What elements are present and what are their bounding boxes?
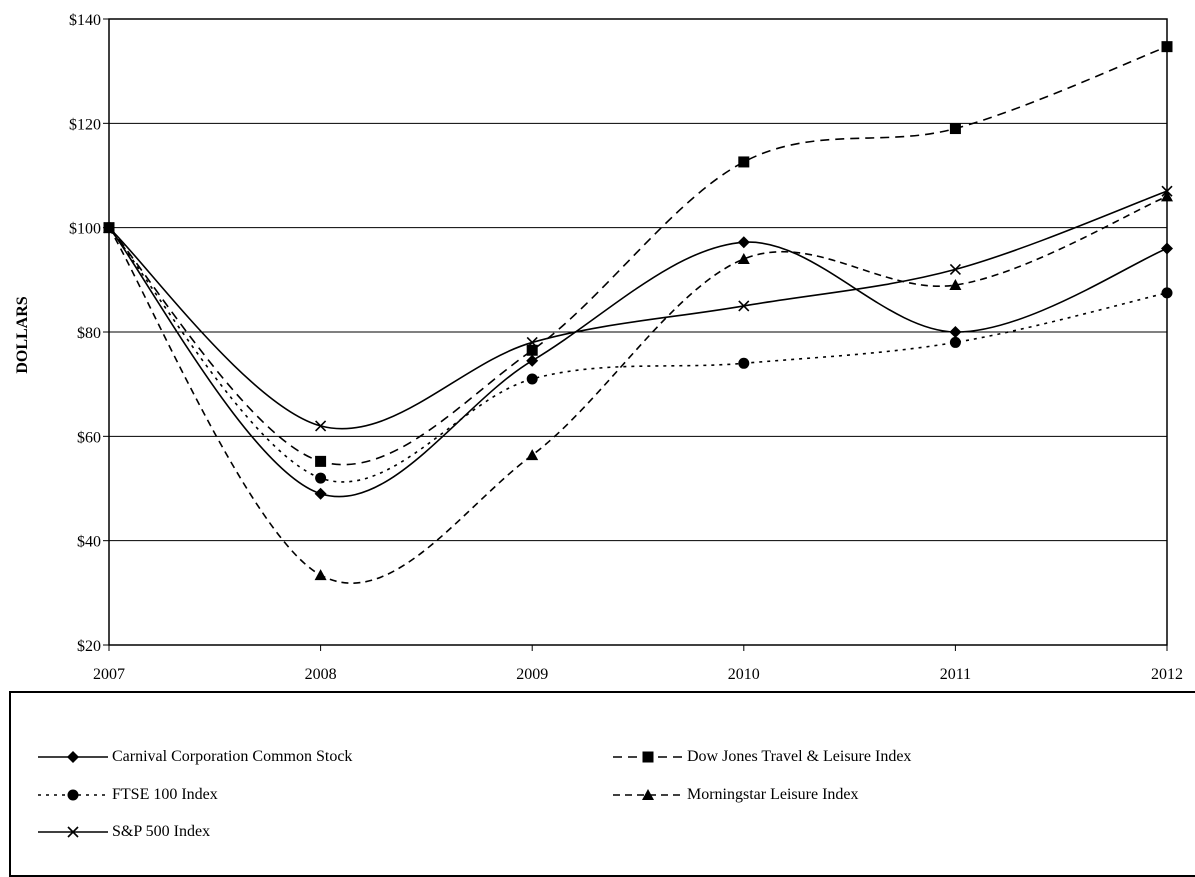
data-point-triangle [314,569,327,581]
legend-marker-triangle [642,789,654,800]
y-tick-labels: $20 $40 $60 $80 $100 $120 $140 [69,12,101,655]
legend-marker-square [642,751,654,763]
data-point-x [315,420,327,432]
legend-label: Carnival Corporation Common Stock [112,748,353,765]
y-tick-label: $20 [77,638,101,655]
data-point-x [949,263,961,275]
legend-swatch [613,789,683,800]
series-triangle [103,190,1173,584]
data-point-diamond [526,354,539,367]
legend-item: FTSE 100 Index [38,783,218,807]
legend-swatch [613,751,683,763]
legend-label: S&P 500 Index [112,823,211,840]
data-point-x [1161,185,1173,197]
legend-marker-diamond [67,751,79,763]
y-axis-label: DOLLARS [14,296,31,373]
y-tick-label: $80 [77,325,101,342]
series-line [108,195,1168,584]
legend-swatch [38,826,108,838]
line-chart: $20 $40 $60 $80 $100 $120 $140 2007 2008 2009 201… [14,12,1183,683]
series-line [108,227,1168,498]
data-point-circle [738,357,750,369]
x-tick-label: 2008 [305,666,337,683]
data-point-square [526,344,538,356]
y-tick-label: $60 [77,429,101,446]
x-tick-label: 2009 [516,666,548,683]
series-line [108,45,1168,466]
data-point-diamond [1161,242,1173,255]
x-tick-label: 2007 [93,666,125,683]
y-tick-label: $100 [69,221,101,238]
y-tick-label: $40 [77,534,101,551]
series-diamond [103,221,1173,500]
x-tick-label: 2011 [940,666,971,683]
data-point-triangle [737,252,750,264]
legend-item: S&P 500 Index [38,820,210,844]
series-x [103,185,1173,432]
legend-label: Morningstar Leisure Index [687,786,859,803]
legend-label: Dow Jones Travel & Leisure Index [687,748,912,765]
legend-item: Carnival Corporation Common Stock [38,745,352,769]
data-point-circle [315,472,327,484]
data-point-circle [949,336,961,348]
data-point-square [1161,41,1173,53]
series-line [108,227,1168,483]
data-point-triangle [526,449,539,461]
data-point-triangle [949,279,962,291]
x-tick-labels: 2007 2008 2009 2010 2011 2012 [93,666,1183,683]
legend-item: Morningstar Leisure Index [613,783,859,807]
x-tick-label: 2010 [728,666,760,683]
legend-item: Dow Jones Travel & Leisure Index [613,745,911,769]
y-tick-label: $120 [69,116,101,133]
legend-label: FTSE 100 Index [112,786,218,803]
legend-swatch [38,789,108,801]
data-point-triangle [1161,190,1173,202]
series-square [103,41,1173,467]
data-point-square [315,455,327,467]
data-point-square [949,123,961,135]
data-point-diamond [314,487,327,500]
data-point-x [103,222,115,234]
y-tick-label: $140 [69,12,101,29]
data-point-diamond [949,326,962,338]
series-lines [103,41,1173,584]
legend-marker-x [67,826,79,838]
axes [103,18,1168,651]
data-point-square [738,156,750,168]
series-circle [103,222,1173,484]
legend-marker-circle [67,789,79,801]
legend: Carnival Corporation Common Stock Dow Jon… [9,691,1195,877]
data-point-diamond [737,236,750,249]
series-line [108,190,1168,430]
gridlines [109,18,1167,542]
data-point-x [526,336,538,348]
data-point-circle [526,373,538,385]
data-point-x [738,300,750,312]
data-point-circle [1161,287,1173,299]
legend-swatch [38,751,108,763]
x-tick-label: 2012 [1151,666,1183,683]
